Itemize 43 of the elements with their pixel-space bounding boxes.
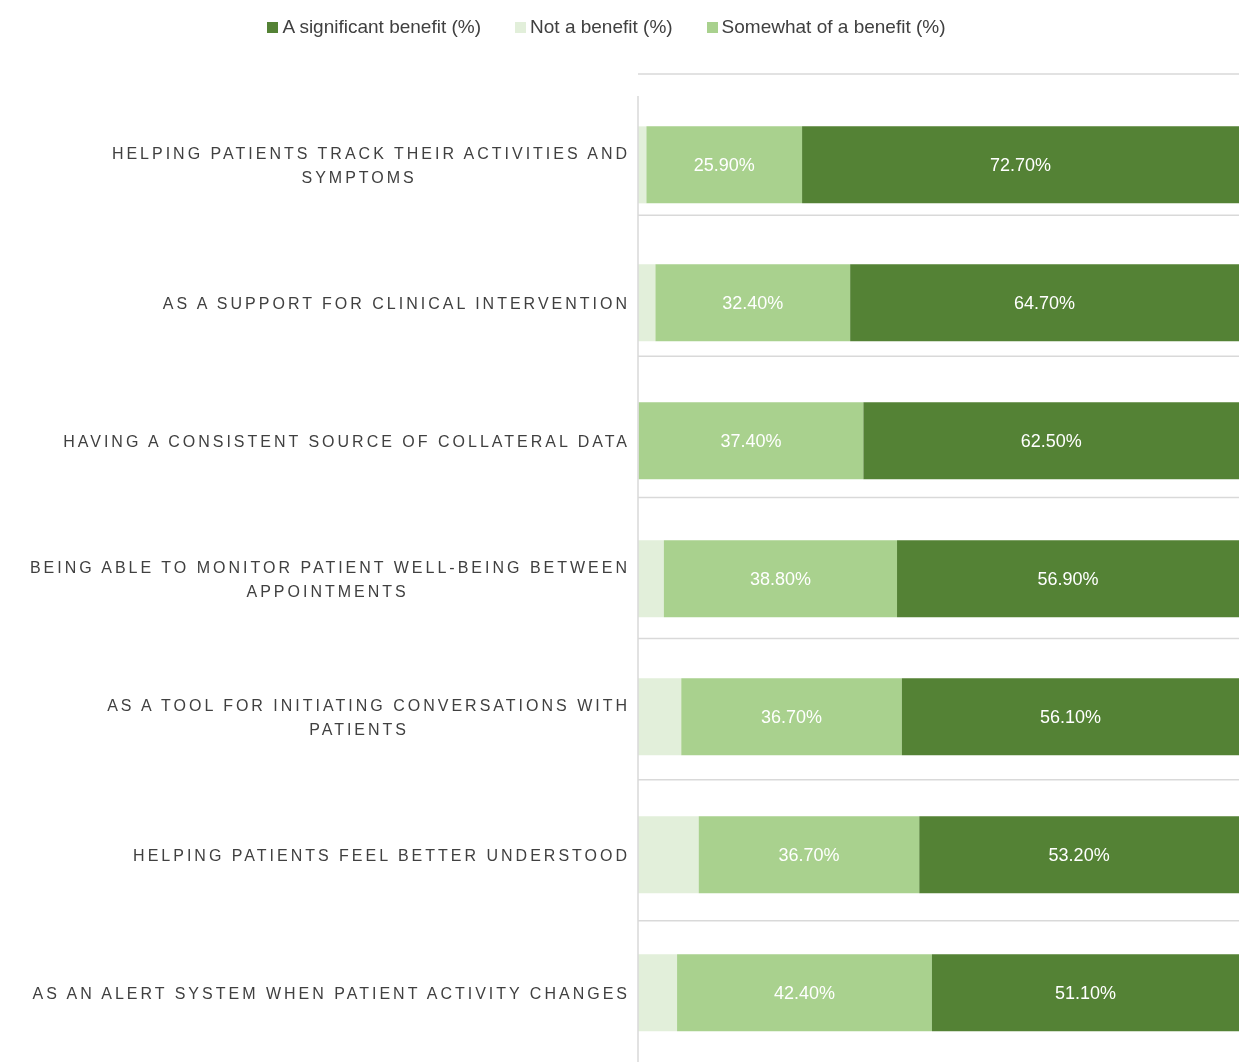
bar xyxy=(698,816,920,894)
data-label: 62.50% xyxy=(1020,431,1082,452)
data-label: 42.40% xyxy=(773,983,836,1004)
bar xyxy=(681,678,902,756)
bar xyxy=(901,678,1239,756)
y-tick-label: AS AN ALERT SYSTEM WHEN PATIENT ACTIVITY CHANGES xyxy=(32,984,630,1002)
data-label: 51.10% xyxy=(1054,983,1116,1004)
bar xyxy=(638,954,678,1032)
bar xyxy=(897,540,1239,618)
bar xyxy=(638,540,664,618)
bar xyxy=(646,126,803,204)
bar xyxy=(638,402,864,480)
bar xyxy=(638,816,699,894)
data-label: 32.40% xyxy=(722,293,784,314)
bar xyxy=(655,264,851,342)
y-tick-label: HELPING PATIENTS FEEL BETTER UNDERSTOOD xyxy=(133,846,630,864)
bar xyxy=(638,264,656,342)
data-label: 64.70% xyxy=(1014,293,1076,314)
data-label: 38.80% xyxy=(749,569,811,590)
bar xyxy=(919,816,1239,894)
data-label: 72.70% xyxy=(990,155,1052,176)
y-tick-label: AS A TOOL FOR INITIATING CONVERSATIONS WITH PATIENTS xyxy=(107,696,630,738)
bar xyxy=(677,954,932,1032)
bar xyxy=(931,954,1239,1032)
bar xyxy=(638,678,682,756)
data-label: 53.20% xyxy=(1048,845,1110,866)
y-tick-label: HELPING PATIENTS TRACK THEIR ACTIVITIES AND SYMPTOMS xyxy=(111,144,630,186)
data-label: 56.10% xyxy=(1039,707,1101,728)
y-tick-label: BEING ABLE TO MONITOR PATIENT WELL-BEING BETWEEN APPOINTMENTS xyxy=(29,558,630,600)
y-tick-label: HAVING A CONSISTENT SOURCE OF COLLATERAL DATA xyxy=(63,432,630,450)
data-label: 25.90% xyxy=(693,155,755,176)
legend-label: A significant benefit (%) xyxy=(282,16,482,37)
bar xyxy=(850,264,1239,342)
bar xyxy=(802,126,1239,204)
data-label: 56.90% xyxy=(1037,569,1099,590)
data-label: 36.70% xyxy=(778,845,840,866)
legend-label: Somewhat of a benefit (%) xyxy=(721,16,946,37)
bar xyxy=(863,402,1239,480)
data-label: 36.70% xyxy=(761,707,823,728)
y-tick-label: AS A SUPPORT FOR CLINICAL INTERVENTION xyxy=(162,294,630,312)
bar xyxy=(663,540,898,618)
legend-label: Not a benefit (%) xyxy=(530,16,673,37)
data-label: 37.40% xyxy=(720,431,782,452)
